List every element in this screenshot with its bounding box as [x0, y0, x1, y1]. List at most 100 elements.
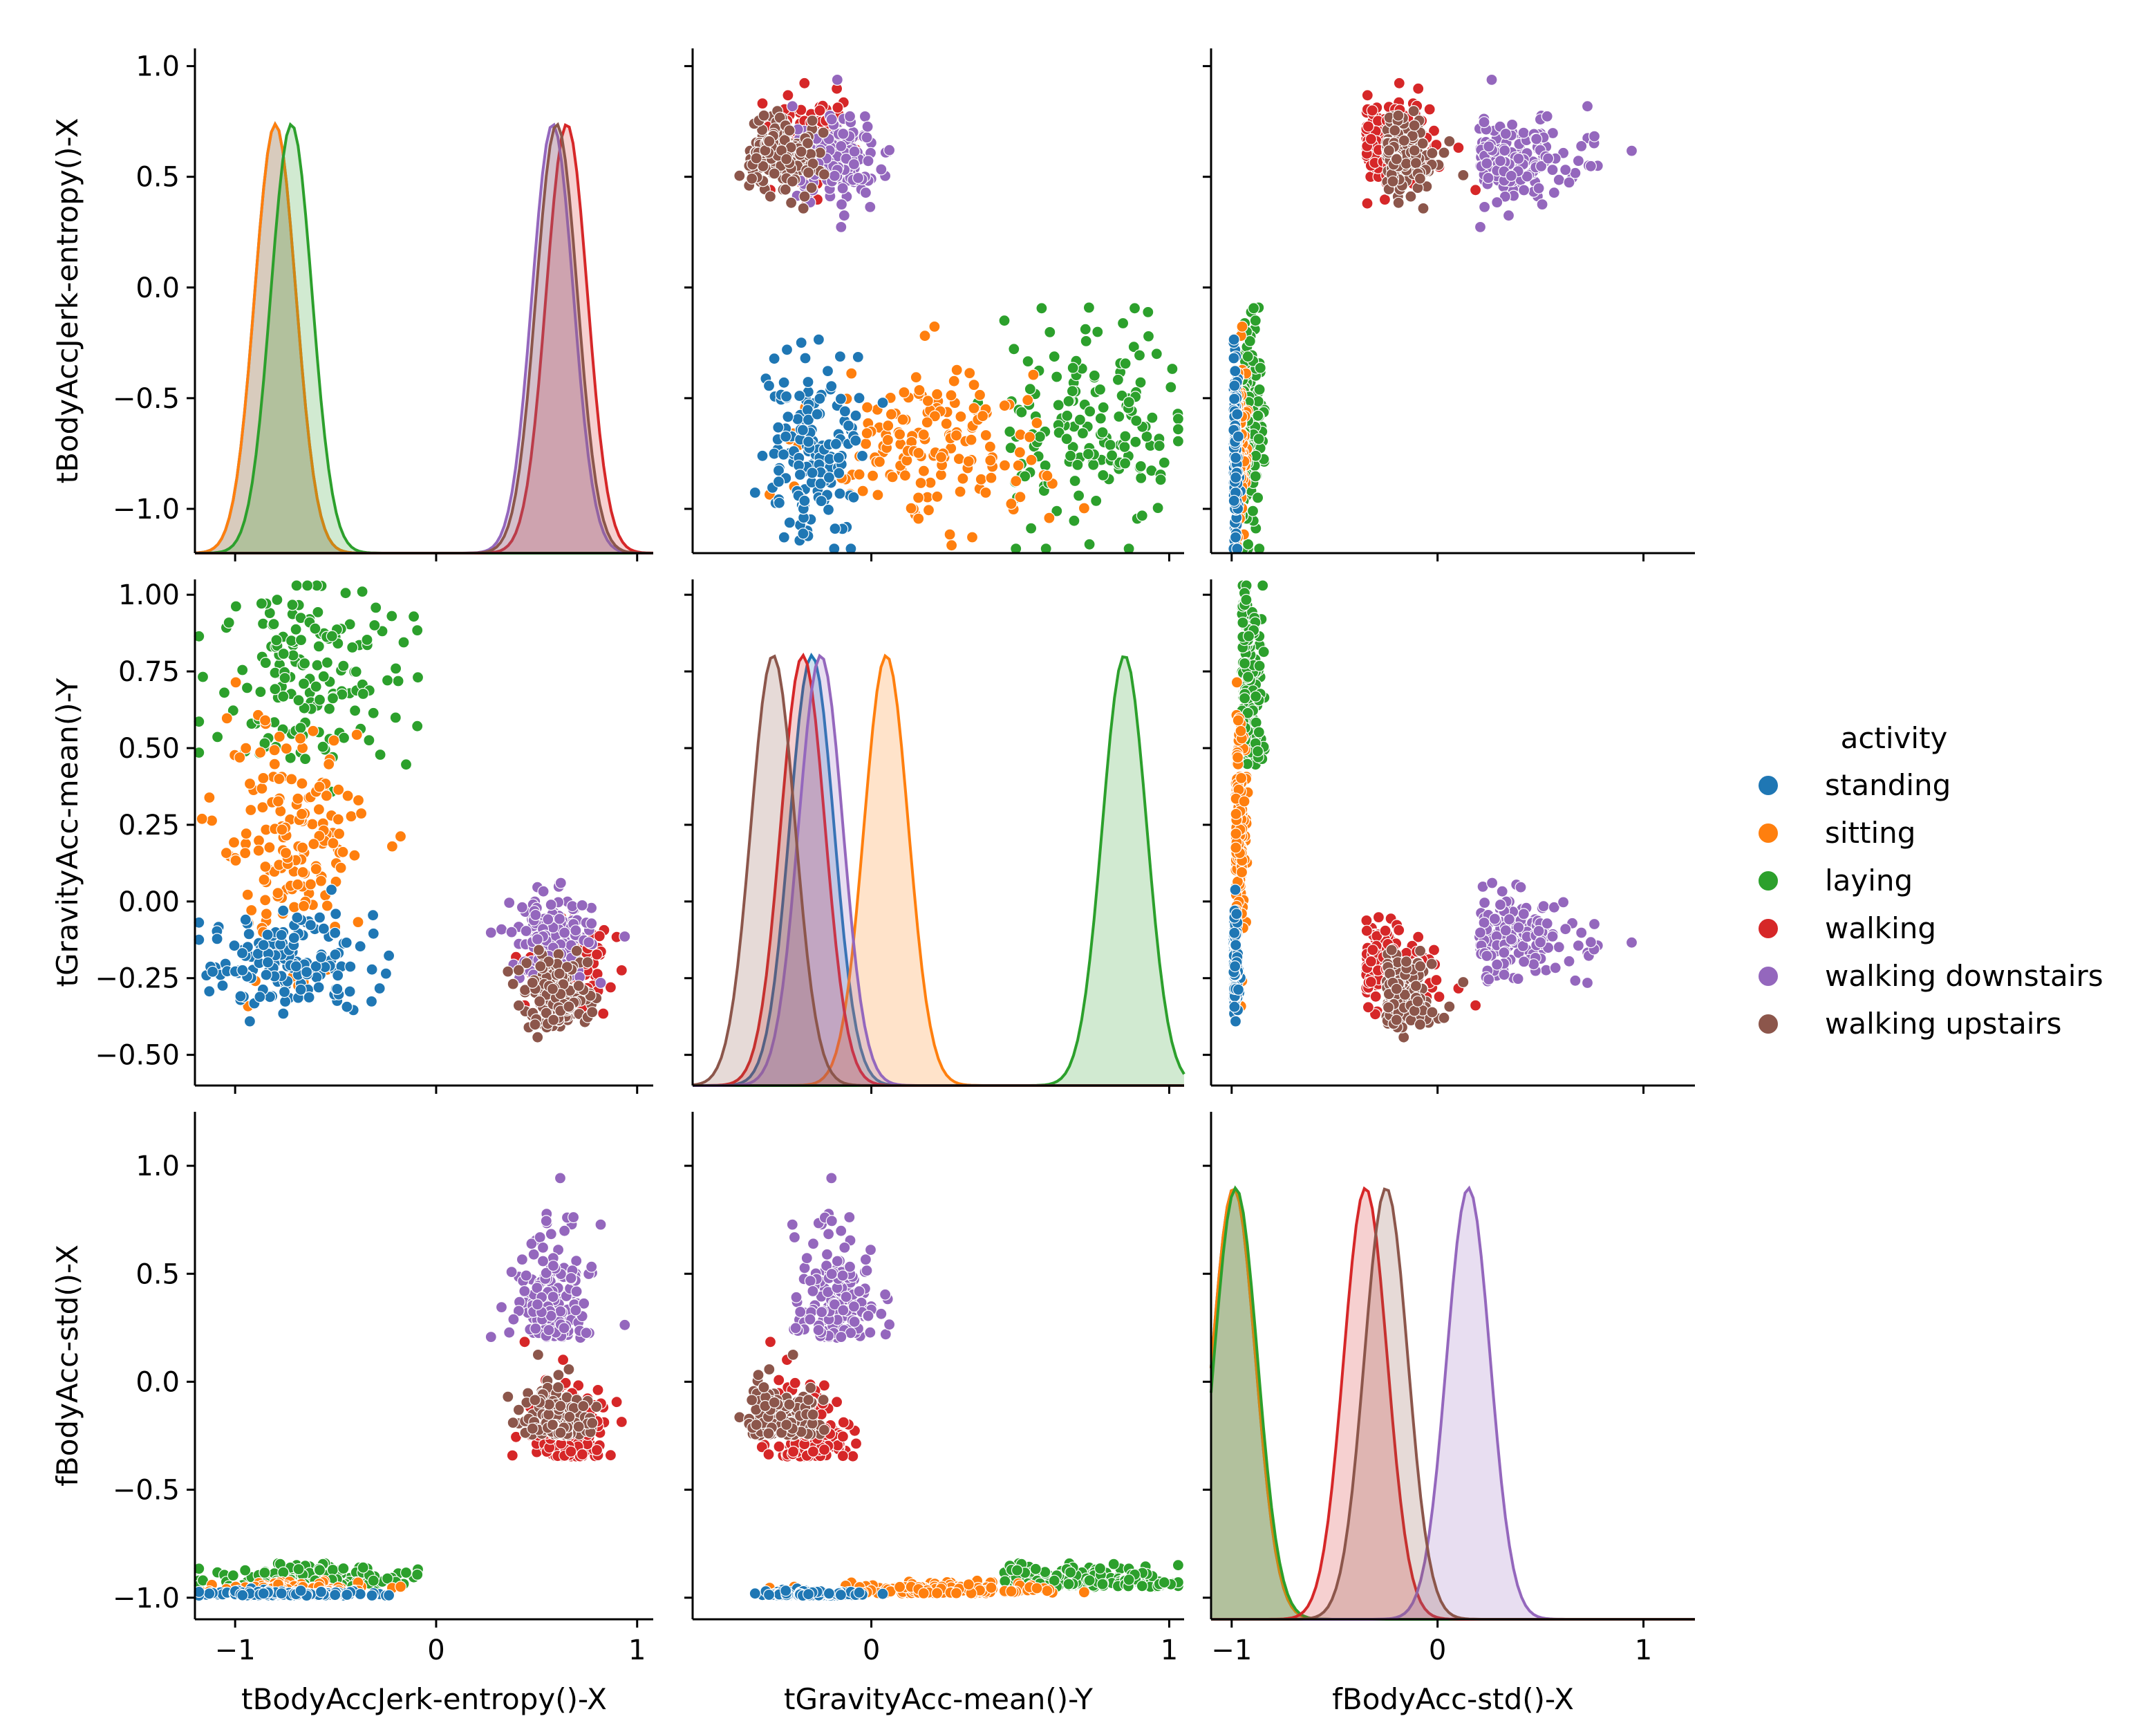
scatter-point-laying	[1254, 362, 1266, 374]
scatter-point-walking-upstairs	[780, 153, 793, 165]
scatter-point-sitting	[315, 875, 327, 887]
scatter-point-sitting	[274, 805, 287, 817]
scatter-point-walking-upstairs	[1385, 944, 1398, 956]
scatter-point-walking-downstairs	[835, 198, 848, 211]
scatter-point-walking-downstairs	[1557, 896, 1570, 909]
scatter-point-walking	[1430, 974, 1443, 987]
scatter-point-laying	[1068, 514, 1080, 527]
scatter-point-sitting	[279, 846, 292, 859]
scatter-point-laying	[1134, 460, 1147, 473]
scatter-point-walking-downstairs	[1559, 923, 1572, 935]
scatter-point-sitting	[297, 866, 309, 879]
y-tick-label: 0.25	[118, 810, 180, 841]
scatter-point-sitting	[252, 835, 265, 847]
scatter-point-walking-downstairs	[567, 1211, 580, 1224]
scatter-point-laying	[397, 636, 410, 649]
scatter-point-standing	[332, 969, 344, 982]
scatter-point-standing	[773, 496, 786, 509]
scatter-point-sitting	[1230, 841, 1242, 854]
scatter-point-walking-downstairs	[1548, 187, 1560, 199]
scatter-point-walking-downstairs	[565, 1272, 577, 1285]
scatter-point-laying	[1128, 302, 1141, 315]
scatter-point-walking-downstairs	[859, 187, 872, 199]
scatter-point-laying	[317, 741, 329, 753]
scatter-point-walking-upstairs	[1390, 153, 1403, 165]
scatter-point-walking-upstairs	[797, 202, 809, 214]
scatter-point-laying	[259, 656, 272, 669]
scatter-point-walking	[814, 104, 826, 117]
scatter-point-laying	[1024, 383, 1036, 395]
scatter-point-laying	[1008, 343, 1020, 355]
scatter-point-sitting	[976, 410, 989, 422]
scatter-point-laying	[299, 752, 312, 765]
scatter-point-walking	[1365, 133, 1378, 145]
scatter-point-standing	[290, 960, 302, 973]
scatter-point-standing	[780, 430, 792, 443]
scatter-point-laying	[294, 722, 307, 734]
scatter-point-standing	[782, 411, 794, 423]
scatter-point-walking-downstairs	[864, 201, 877, 213]
subplot-r0-c2	[1203, 48, 1695, 561]
scatter-point-walking-downstairs	[1563, 955, 1575, 967]
scatter-point-walking-downstairs	[836, 182, 849, 194]
scatter-point-sitting	[1031, 417, 1043, 429]
scatter-point-standing	[329, 926, 341, 939]
scatter-point-laying	[368, 619, 381, 632]
scatter-point-walking	[1372, 911, 1385, 924]
scatter-point-sitting	[259, 894, 272, 906]
subplot-r0-c1	[684, 48, 1185, 561]
scatter-point-laying	[337, 732, 350, 744]
scatter-point-walking-downstairs	[1494, 898, 1507, 911]
scatter-point-walking-downstairs	[1546, 930, 1559, 943]
y-tick-label: 0.0	[135, 272, 180, 304]
scatter-point-laying	[1249, 470, 1262, 483]
scatter-point-sitting	[1078, 502, 1091, 514]
scatter-point-laying	[1097, 469, 1109, 482]
scatter-point-walking	[756, 97, 769, 110]
scatter-point-walking-downstairs	[1503, 913, 1515, 926]
scatter-point-standing	[772, 421, 785, 434]
scatter-point-walking-upstairs	[1390, 1014, 1403, 1026]
scatter-point-sitting	[259, 714, 272, 727]
scatter-point-standing	[315, 951, 328, 964]
scatter-point-standing	[365, 995, 378, 1008]
scatter-point-standing	[821, 364, 834, 378]
scatter-point-walking	[1366, 104, 1378, 117]
scatter-point-walking-upstairs	[526, 1422, 539, 1435]
scatter-point-walking-upstairs	[1409, 157, 1422, 169]
y-tick-label: 1.00	[118, 579, 180, 611]
scatter-point-standing	[216, 979, 229, 992]
scatter-point-standing	[1230, 451, 1242, 464]
scatter-point-walking-upstairs	[1390, 983, 1403, 995]
scatter-point-walking-downstairs	[835, 221, 847, 233]
scatter-point-laying	[313, 1564, 326, 1576]
scatter-point-walking-upstairs	[546, 983, 559, 995]
scatter-point-walking-upstairs	[768, 167, 780, 180]
scatter-point-walking-upstairs	[746, 172, 758, 185]
scatter-point-standing	[382, 949, 395, 962]
scatter-point-sitting	[1235, 866, 1248, 879]
scatter-point-sitting	[866, 469, 879, 482]
scatter-point-walking-downstairs	[1625, 936, 1638, 949]
scatter-point-walking-upstairs	[805, 182, 818, 194]
scatter-point-walking-downstairs	[1537, 900, 1550, 913]
scatter-point-laying	[1253, 433, 1265, 445]
scatter-point-walking-downstairs	[495, 923, 508, 935]
scatter-point-sitting	[332, 813, 344, 826]
scatter-point-walking-downstairs	[1483, 973, 1495, 986]
scatter-point-walking-downstairs	[1581, 100, 1594, 113]
scatter-point-laying	[1249, 315, 1262, 327]
scatter-point-standing	[783, 516, 796, 529]
y-tick-label: 0.0	[135, 1366, 180, 1398]
scatter-point-laying	[326, 1563, 339, 1576]
scatter-point-standing	[261, 956, 274, 969]
y-tick-label: −0.25	[95, 963, 180, 995]
scatter-point-standing	[236, 964, 249, 976]
scatter-point-walking-downstairs	[1517, 908, 1530, 920]
scatter-point-standing	[794, 468, 807, 481]
scatter-point-laying	[1091, 326, 1104, 338]
scatter-point-walking-downstairs	[1479, 201, 1491, 213]
scatter-point-sitting	[899, 469, 912, 482]
scatter-point-laying	[1118, 440, 1131, 454]
scatter-point-standing	[842, 420, 855, 432]
